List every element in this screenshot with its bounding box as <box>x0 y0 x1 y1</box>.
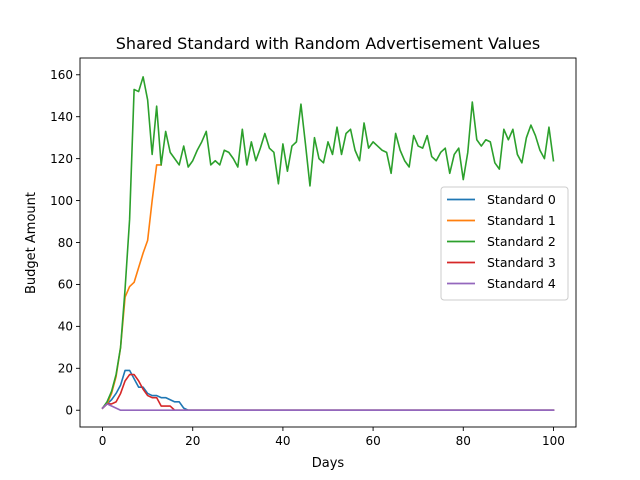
legend-entry-3: Standard 3 <box>487 255 556 270</box>
legend: Standard 0 Standard 1 Standard 2 Standard 3… <box>440 186 569 301</box>
y-tick-label: 20 <box>58 362 73 376</box>
x-tick-label: 80 <box>456 434 471 448</box>
legend-entry-2: Standard 2 <box>487 234 556 249</box>
series-line-3 <box>101 373 555 412</box>
x-tick-label: 0 <box>99 434 107 448</box>
y-axis-label: Budget Amount <box>24 192 39 294</box>
legend-entry-4: Standard 4 <box>487 276 556 291</box>
y-tick-label: 140 <box>50 110 73 124</box>
series-line-0 <box>101 369 555 412</box>
legend-entry-0: Standard 0 <box>487 192 556 207</box>
y-tick-label: 40 <box>58 320 73 334</box>
x-axis-ticks: 0 20 40 60 80 100 <box>99 427 565 448</box>
x-tick-label: 100 <box>542 434 565 448</box>
legend-entry-1: Standard 1 <box>487 213 556 228</box>
series-line-1 <box>101 164 162 410</box>
series-line-4 <box>101 403 555 412</box>
x-tick-label: 60 <box>365 434 380 448</box>
x-tick-label: 20 <box>185 434 200 448</box>
chart-title: Shared Standard with Random Advertisemen… <box>116 34 540 53</box>
y-tick-label: 60 <box>58 278 73 292</box>
x-axis-label: Days <box>312 456 345 471</box>
y-tick-label: 0 <box>65 404 73 418</box>
y-tick-label: 160 <box>50 68 73 82</box>
y-tick-label: 100 <box>50 194 73 208</box>
series-line-2 <box>101 76 555 410</box>
y-axis-ticks: 0 20 40 60 80 100 120 140 160 <box>50 68 80 418</box>
x-tick-label: 40 <box>275 434 290 448</box>
y-tick-label: 80 <box>58 236 73 250</box>
y-tick-label: 120 <box>50 152 73 166</box>
legend-box <box>440 186 569 301</box>
